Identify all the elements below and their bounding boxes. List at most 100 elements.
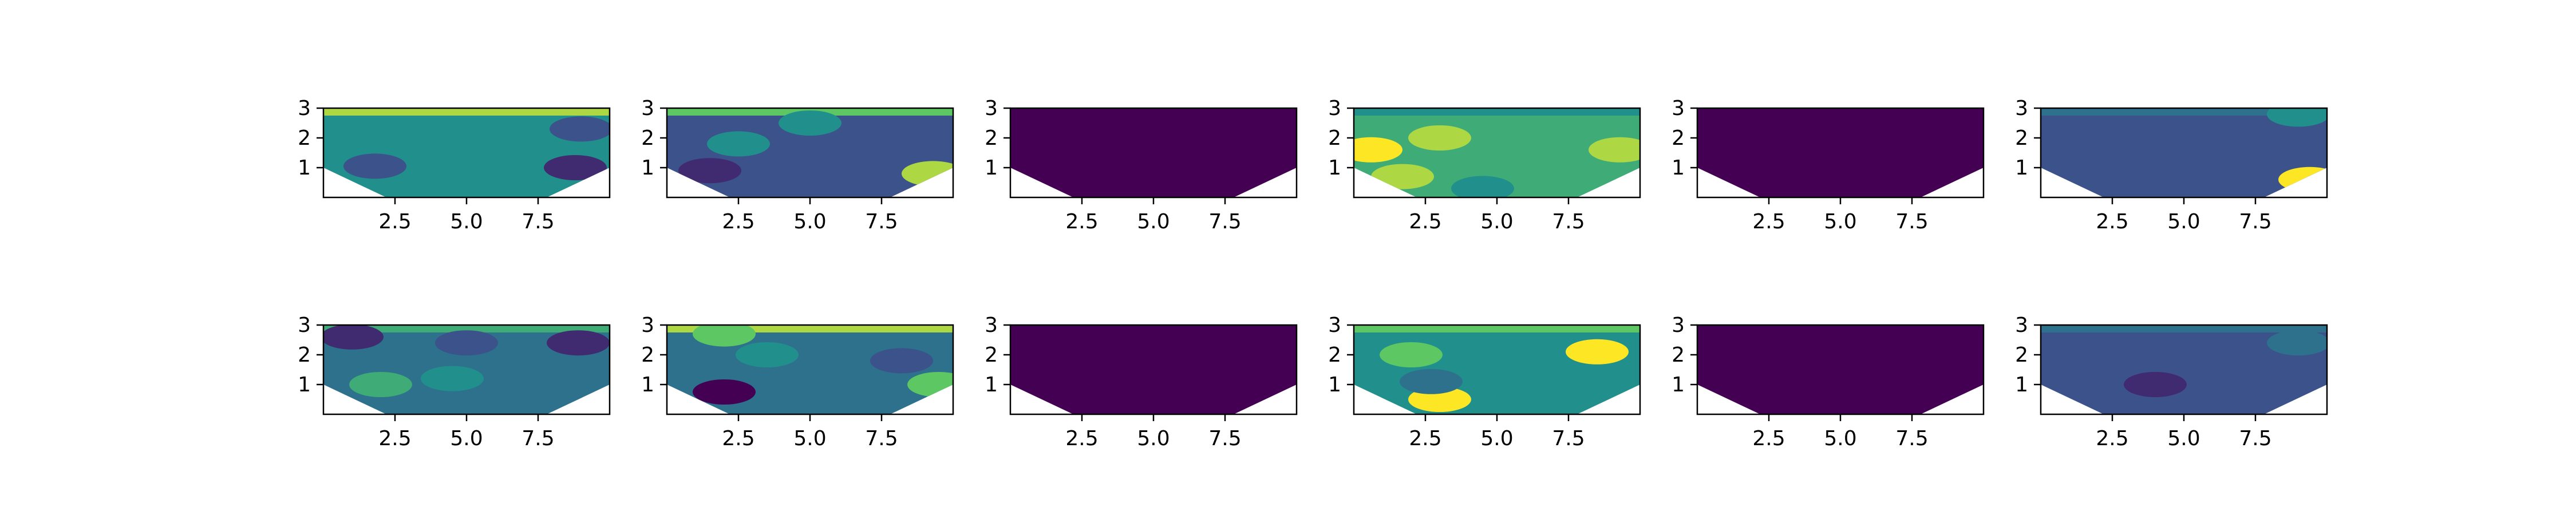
- contour-patch: [1371, 164, 1434, 189]
- x-tick-label: 7.5: [1895, 427, 1928, 450]
- contour-base-fill: [1010, 108, 1297, 197]
- contour-patch: [435, 330, 498, 356]
- x-tick-label: 5.0: [1137, 210, 1170, 233]
- x-tick-label: 2.5: [2096, 427, 2128, 450]
- contour-patch: [1354, 137, 1402, 163]
- y-tick-label: 1: [641, 156, 654, 180]
- contour-patch: [349, 372, 412, 397]
- contour-patch: [2267, 330, 2327, 356]
- contour-top-band: [1354, 108, 1640, 116]
- subplot-r0-c1: 2.5 5.0 7.5 1 2 3: [641, 97, 954, 233]
- contour-patch: [736, 342, 799, 367]
- y-tick-label: 2: [298, 343, 311, 367]
- contour-top-band: [1697, 108, 1984, 116]
- contour-base-fill: [1697, 325, 1984, 414]
- y-tick-label: 2: [1328, 343, 1341, 367]
- x-tick-label: 5.0: [1137, 427, 1170, 450]
- subplot-r0-c2: 2.5 5.0 7.5 1 2 3: [985, 97, 1298, 233]
- contour-base-fill: [1697, 108, 1984, 197]
- subplot-r1-c1: 2.5 5.0 7.5 1 2 3: [641, 314, 954, 450]
- contour-patch: [547, 330, 610, 356]
- x-tick-label: 5.0: [1480, 210, 1513, 233]
- contour-top-band: [1010, 108, 1297, 116]
- y-tick-label: 3: [985, 314, 998, 337]
- contour-patch: [2124, 372, 2187, 397]
- x-tick-label: 7.5: [1208, 427, 1241, 450]
- x-tick-label: 7.5: [1552, 427, 1585, 450]
- x-tick-label: 5.0: [1824, 427, 1856, 450]
- y-tick-label: 3: [2015, 314, 2028, 337]
- subplot-r1-c3: 2.5 5.0 7.5 1 2 3: [1328, 314, 1641, 450]
- x-tick-label: 7.5: [1895, 210, 1928, 233]
- contour-patch: [1380, 342, 1443, 367]
- x-tick-label: 7.5: [521, 210, 554, 233]
- contour-patch: [550, 116, 610, 142]
- y-tick-label: 1: [1672, 156, 1685, 180]
- x-tick-label: 2.5: [722, 427, 754, 450]
- contour-patch: [2138, 140, 2201, 165]
- contour-patch: [421, 140, 484, 165]
- y-tick-label: 1: [2015, 373, 2028, 397]
- subplot-r0-c3: 2.5 5.0 7.5 1 2 3: [1328, 97, 1641, 233]
- y-tick-label: 3: [1672, 314, 1685, 337]
- y-tick-label: 2: [641, 126, 654, 150]
- x-tick-label: 2.5: [722, 210, 754, 233]
- x-tick-label: 5.0: [1824, 210, 1856, 233]
- contour-patch: [421, 366, 484, 391]
- x-tick-label: 5.0: [793, 427, 826, 450]
- contour-patch: [870, 348, 933, 374]
- y-tick-label: 2: [1672, 126, 1685, 150]
- contour-patch: [678, 158, 741, 184]
- y-tick-label: 3: [1672, 97, 1685, 120]
- x-tick-label: 2.5: [1409, 210, 1441, 233]
- contour-top-band: [323, 325, 610, 332]
- y-tick-label: 2: [1328, 126, 1341, 150]
- y-tick-label: 1: [641, 373, 654, 397]
- y-tick-label: 2: [2015, 343, 2028, 367]
- contour-base-fill: [1354, 325, 1640, 414]
- contour-patch: [1451, 176, 1514, 197]
- x-tick-label: 2.5: [1409, 427, 1441, 450]
- y-tick-label: 1: [298, 373, 311, 397]
- y-tick-label: 1: [298, 156, 311, 180]
- y-tick-label: 3: [641, 97, 654, 120]
- x-tick-label: 7.5: [865, 427, 898, 450]
- x-tick-label: 7.5: [2239, 427, 2271, 450]
- y-tick-label: 3: [985, 97, 998, 120]
- y-tick-label: 3: [2015, 97, 2028, 120]
- y-tick-label: 3: [298, 97, 311, 120]
- x-tick-label: 7.5: [1552, 210, 1585, 233]
- contour-patch: [707, 131, 770, 157]
- y-tick-label: 1: [1328, 156, 1341, 180]
- contour-patch: [693, 325, 756, 347]
- subplot-r1-c4: 2.5 5.0 7.5 1 2 3: [1672, 314, 1985, 450]
- contour-top-band: [1354, 325, 1640, 332]
- contour-patch: [1589, 137, 1640, 163]
- x-tick-label: 5.0: [450, 210, 483, 233]
- x-tick-label: 5.0: [450, 427, 483, 450]
- x-tick-label: 2.5: [1752, 210, 1785, 233]
- contour-patch: [343, 153, 406, 179]
- x-tick-label: 2.5: [1752, 427, 1785, 450]
- subplot-r1-c0: 2.5 5.0 7.5 1 2 3: [298, 314, 611, 450]
- contour-top-band: [2041, 108, 2327, 116]
- subplot-r1-c5: 2.5 5.0 7.5 1 2 3: [2015, 314, 2328, 450]
- contour-patch: [2278, 167, 2327, 192]
- contour-patch: [693, 379, 756, 405]
- y-tick-label: 1: [1328, 373, 1341, 397]
- x-tick-label: 7.5: [865, 210, 898, 233]
- contour-patch: [779, 110, 841, 136]
- x-tick-label: 5.0: [2167, 210, 2200, 233]
- x-tick-label: 7.5: [2239, 210, 2271, 233]
- y-tick-label: 1: [1672, 373, 1685, 397]
- x-tick-label: 7.5: [521, 427, 554, 450]
- x-tick-label: 2.5: [378, 427, 411, 450]
- y-tick-label: 2: [985, 126, 998, 150]
- contour-patch: [1566, 339, 1629, 365]
- y-tick-label: 2: [1672, 343, 1685, 367]
- contour-patch: [902, 161, 953, 187]
- subplot-r1-c2: 2.5 5.0 7.5 1 2 3: [985, 314, 1298, 450]
- subplot-r0-c0: 2.5 5.0 7.5 1 2 3: [298, 97, 611, 233]
- y-tick-label: 2: [641, 343, 654, 367]
